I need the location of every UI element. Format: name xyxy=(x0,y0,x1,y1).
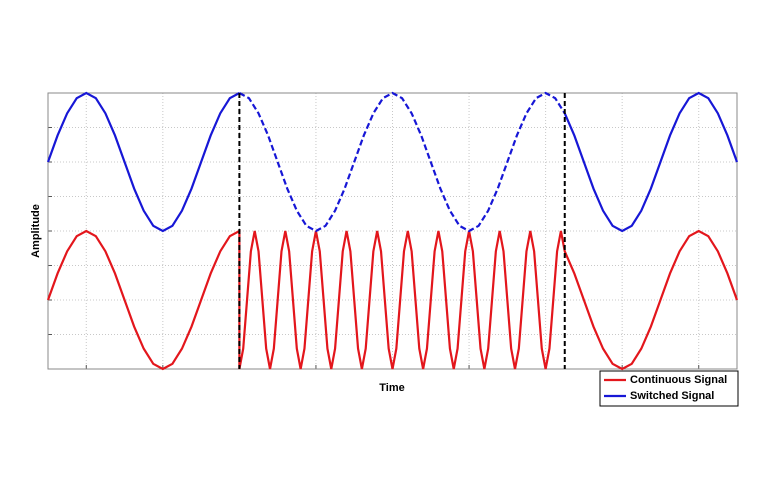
series-line xyxy=(46,91,240,233)
x-axis-label: Time xyxy=(379,382,404,394)
series-line xyxy=(46,229,739,371)
legend-label: Switched Signal xyxy=(630,390,714,402)
legend-label: Continuous Signal xyxy=(630,374,727,386)
series-line xyxy=(563,91,739,233)
y-axis-label: Amplitude xyxy=(30,204,42,258)
series-line xyxy=(238,91,566,233)
legend-box xyxy=(599,370,739,407)
